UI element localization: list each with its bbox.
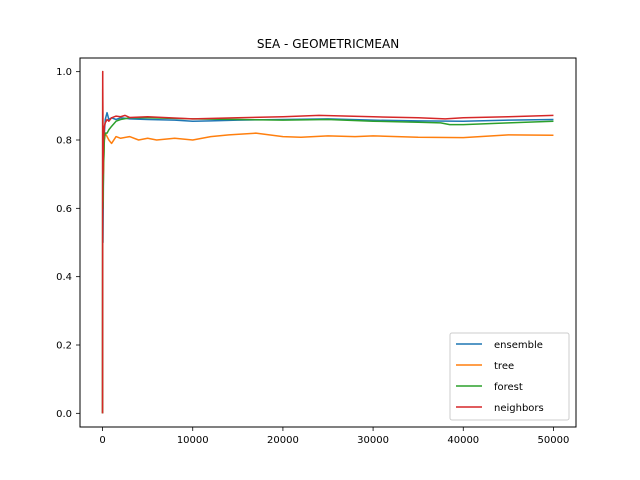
axes-frame [79, 57, 577, 428]
x-tick-label: 20000 [267, 435, 299, 446]
legend-box [449, 332, 570, 421]
legend-label-forest: forest [494, 382, 523, 393]
y-axis: 0.0 0.2 0.4 0.6 0.8 1.0 [56, 67, 80, 420]
legend-label-tree: tree [494, 361, 514, 372]
y-tick-label: 0.8 [56, 136, 72, 147]
x-axis: 0 10000 20000 30000 40000 50000 [99, 427, 569, 446]
series-line-neighbors [101, 70, 554, 414]
x-tick-label: 0 [99, 435, 105, 446]
chart-title: SEA - GEOMETRICMEAN [257, 37, 399, 51]
y-tick-label: 0.2 [56, 341, 72, 352]
x-tick-label: 30000 [357, 435, 389, 446]
legend-label-ensemble: ensemble [494, 340, 543, 351]
legend: ensemble tree forest neighbors [449, 332, 570, 421]
series-layer [101, 70, 554, 414]
x-tick-label: 40000 [447, 435, 479, 446]
x-tick-label: 10000 [177, 435, 209, 446]
y-tick-label: 0.0 [56, 409, 72, 420]
y-tick-label: 0.4 [56, 272, 72, 283]
legend-label-neighbors: neighbors [494, 403, 544, 414]
x-tick-label: 50000 [538, 435, 570, 446]
y-tick-label: 1.0 [56, 67, 72, 78]
y-tick-label: 0.6 [56, 204, 72, 215]
